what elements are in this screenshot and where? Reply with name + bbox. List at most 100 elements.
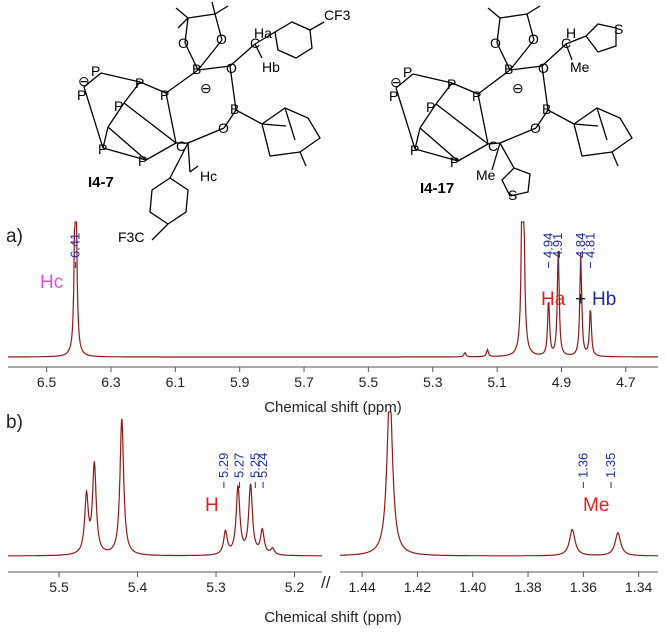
atom-label: O [218, 120, 229, 136]
hb-annotation: Hb [592, 289, 616, 310]
peak-label: 1.35 [603, 453, 618, 478]
atom-label: O [528, 31, 539, 47]
axis-break-mark: // [321, 573, 331, 592]
atom-label: O [490, 35, 501, 51]
peak-label: 5.29 [216, 453, 231, 478]
spectrum-trace-a [8, 221, 658, 358]
atom-label: P [114, 98, 123, 114]
atom-label: P [389, 88, 398, 104]
x-tick-label: 5.7 [294, 374, 314, 390]
hb-label: Hb [262, 59, 280, 75]
me-label: Me [476, 167, 496, 183]
atom-label: B [230, 101, 239, 117]
peak-labels-b: 5.29 5.27 5.255.24 1.36 1.35 [216, 453, 618, 488]
x-tick-label: 4.7 [616, 374, 636, 390]
x-tick-label: 5.2 [285, 579, 305, 595]
molecule-i4-7-bonds [83, 1, 325, 241]
atom-label: P [403, 64, 412, 80]
atom-label: O [530, 120, 541, 136]
sulfur-label: S [508, 187, 517, 203]
atom-label: P [135, 75, 144, 91]
charge-label: ⊖ [200, 80, 212, 96]
spectrum-panel-b: b) // 5.5 5.4 5.3 5.2 1.44 1.42 1.40 1.38 1.36 1.… [6, 411, 658, 626]
peak-label: 4.94 [541, 233, 556, 258]
x-tick-label: 5.3 [423, 374, 443, 390]
atom-label: B [542, 101, 551, 117]
peak-label: 4.91 [550, 233, 565, 258]
charge-label: ⊖ [390, 74, 402, 90]
x-tick-label: 5.5 [359, 374, 379, 390]
peak-label: 4.84 [573, 233, 588, 258]
charge-label: ⊖ [78, 73, 90, 89]
x-axis-title-a: Chemical shift (ppm) [264, 399, 402, 416]
x-tick-label: 6.3 [101, 374, 121, 390]
atom-label: P [472, 88, 481, 104]
me-label: Me [570, 59, 590, 75]
x-tick-label: 6.5 [37, 374, 57, 390]
atom-label: P [98, 141, 107, 157]
x-tick-label: 4.9 [552, 374, 572, 390]
atom-label: C [561, 35, 571, 51]
atom-label: P [410, 142, 419, 158]
atom-label: P [450, 154, 459, 170]
x-tick-label: 5.9 [230, 374, 250, 390]
molecule-i4-17: P P P P P P P B B O O O O C C H Me Me S … [389, 5, 633, 203]
spectrum-trace-b-right [340, 411, 658, 557]
atom-label: C [488, 138, 498, 154]
molecule-i4-17-atoms: P P P P P P P B B O O O O C C H Me Me S … [389, 21, 623, 203]
molecule-i4-17-bonds [395, 5, 633, 197]
spectrum-panel-a: a) 6.5 6.3 6.1 5.9 5.7 5.5 5.3 5.1 4.9 4.7 6.41 4.… [6, 221, 658, 416]
atom-label: O [538, 60, 549, 76]
molecule-label: I4-7 [88, 174, 114, 191]
atom-label: P [77, 87, 86, 103]
peak-label: 5.25 [247, 453, 262, 478]
x-tick-label: 1.40 [459, 579, 486, 595]
hc-annotation: Hc [40, 272, 63, 293]
sulfur-label: S [614, 21, 623, 37]
molecule-i4-7-atoms: P P P P P P P B B O O O O C C Ha Hb Hc C… [77, 7, 351, 245]
plus-annotation: + [575, 289, 586, 310]
x-axis-title-b: Chemical shift (ppm) [264, 609, 402, 626]
cf3-label: CF3 [324, 7, 351, 23]
molecule-label: I4-17 [420, 180, 454, 197]
peak-label: 5.24 [255, 453, 270, 478]
atom-label: B [504, 61, 513, 77]
x-tick-label: 5.3 [206, 579, 226, 595]
atom-label: B [192, 61, 201, 77]
x-tick-label: 1.36 [570, 579, 597, 595]
x-tick-label: 1.42 [404, 579, 431, 595]
ha-label: Ha [254, 25, 272, 41]
atom-label: O [178, 35, 189, 51]
atom-label: P [91, 63, 100, 79]
x-tick-label: 1.38 [514, 579, 541, 595]
atom-label: C [250, 35, 260, 51]
atom-label: C [176, 138, 186, 154]
x-tick-label: 5.1 [487, 374, 507, 390]
panel-label-b: b) [6, 412, 23, 433]
atom-label: P [426, 99, 435, 115]
hc-label: Hc [200, 168, 217, 184]
atom-label: O [226, 60, 237, 76]
peak-label: 1.36 [575, 453, 590, 478]
molecule-i4-7: P P P P P P P B B O O O O C C Ha Hb Hc C… [77, 1, 351, 245]
charge-label: ⊖ [512, 80, 524, 96]
atom-label: P [160, 87, 169, 103]
cf3-label: F3C [118, 229, 144, 245]
atom-label: O [216, 31, 227, 47]
atom-label: P [138, 153, 147, 169]
h-annotation: H [205, 495, 219, 516]
x-tick-label: 1.34 [625, 579, 652, 595]
peak-label: 5.27 [232, 453, 247, 478]
x-ticks-b: 5.5 5.4 5.3 5.2 1.44 1.42 1.40 1.38 1.36 1.34 [49, 572, 652, 595]
x-tick-label: 6.1 [166, 374, 186, 390]
x-tick-label: 5.4 [128, 579, 148, 595]
peak-labels-a: 6.41 4.944.91 4.844.81 [68, 233, 597, 268]
spectrum-trace-b-left [8, 418, 322, 557]
me-annotation: Me [583, 495, 609, 516]
ha-annotation: Ha [541, 289, 566, 310]
x-tick-label: 1.44 [348, 579, 375, 595]
panel-label-a: a) [6, 226, 23, 247]
x-tick-label: 5.5 [49, 579, 69, 595]
atom-label: P [447, 76, 456, 92]
